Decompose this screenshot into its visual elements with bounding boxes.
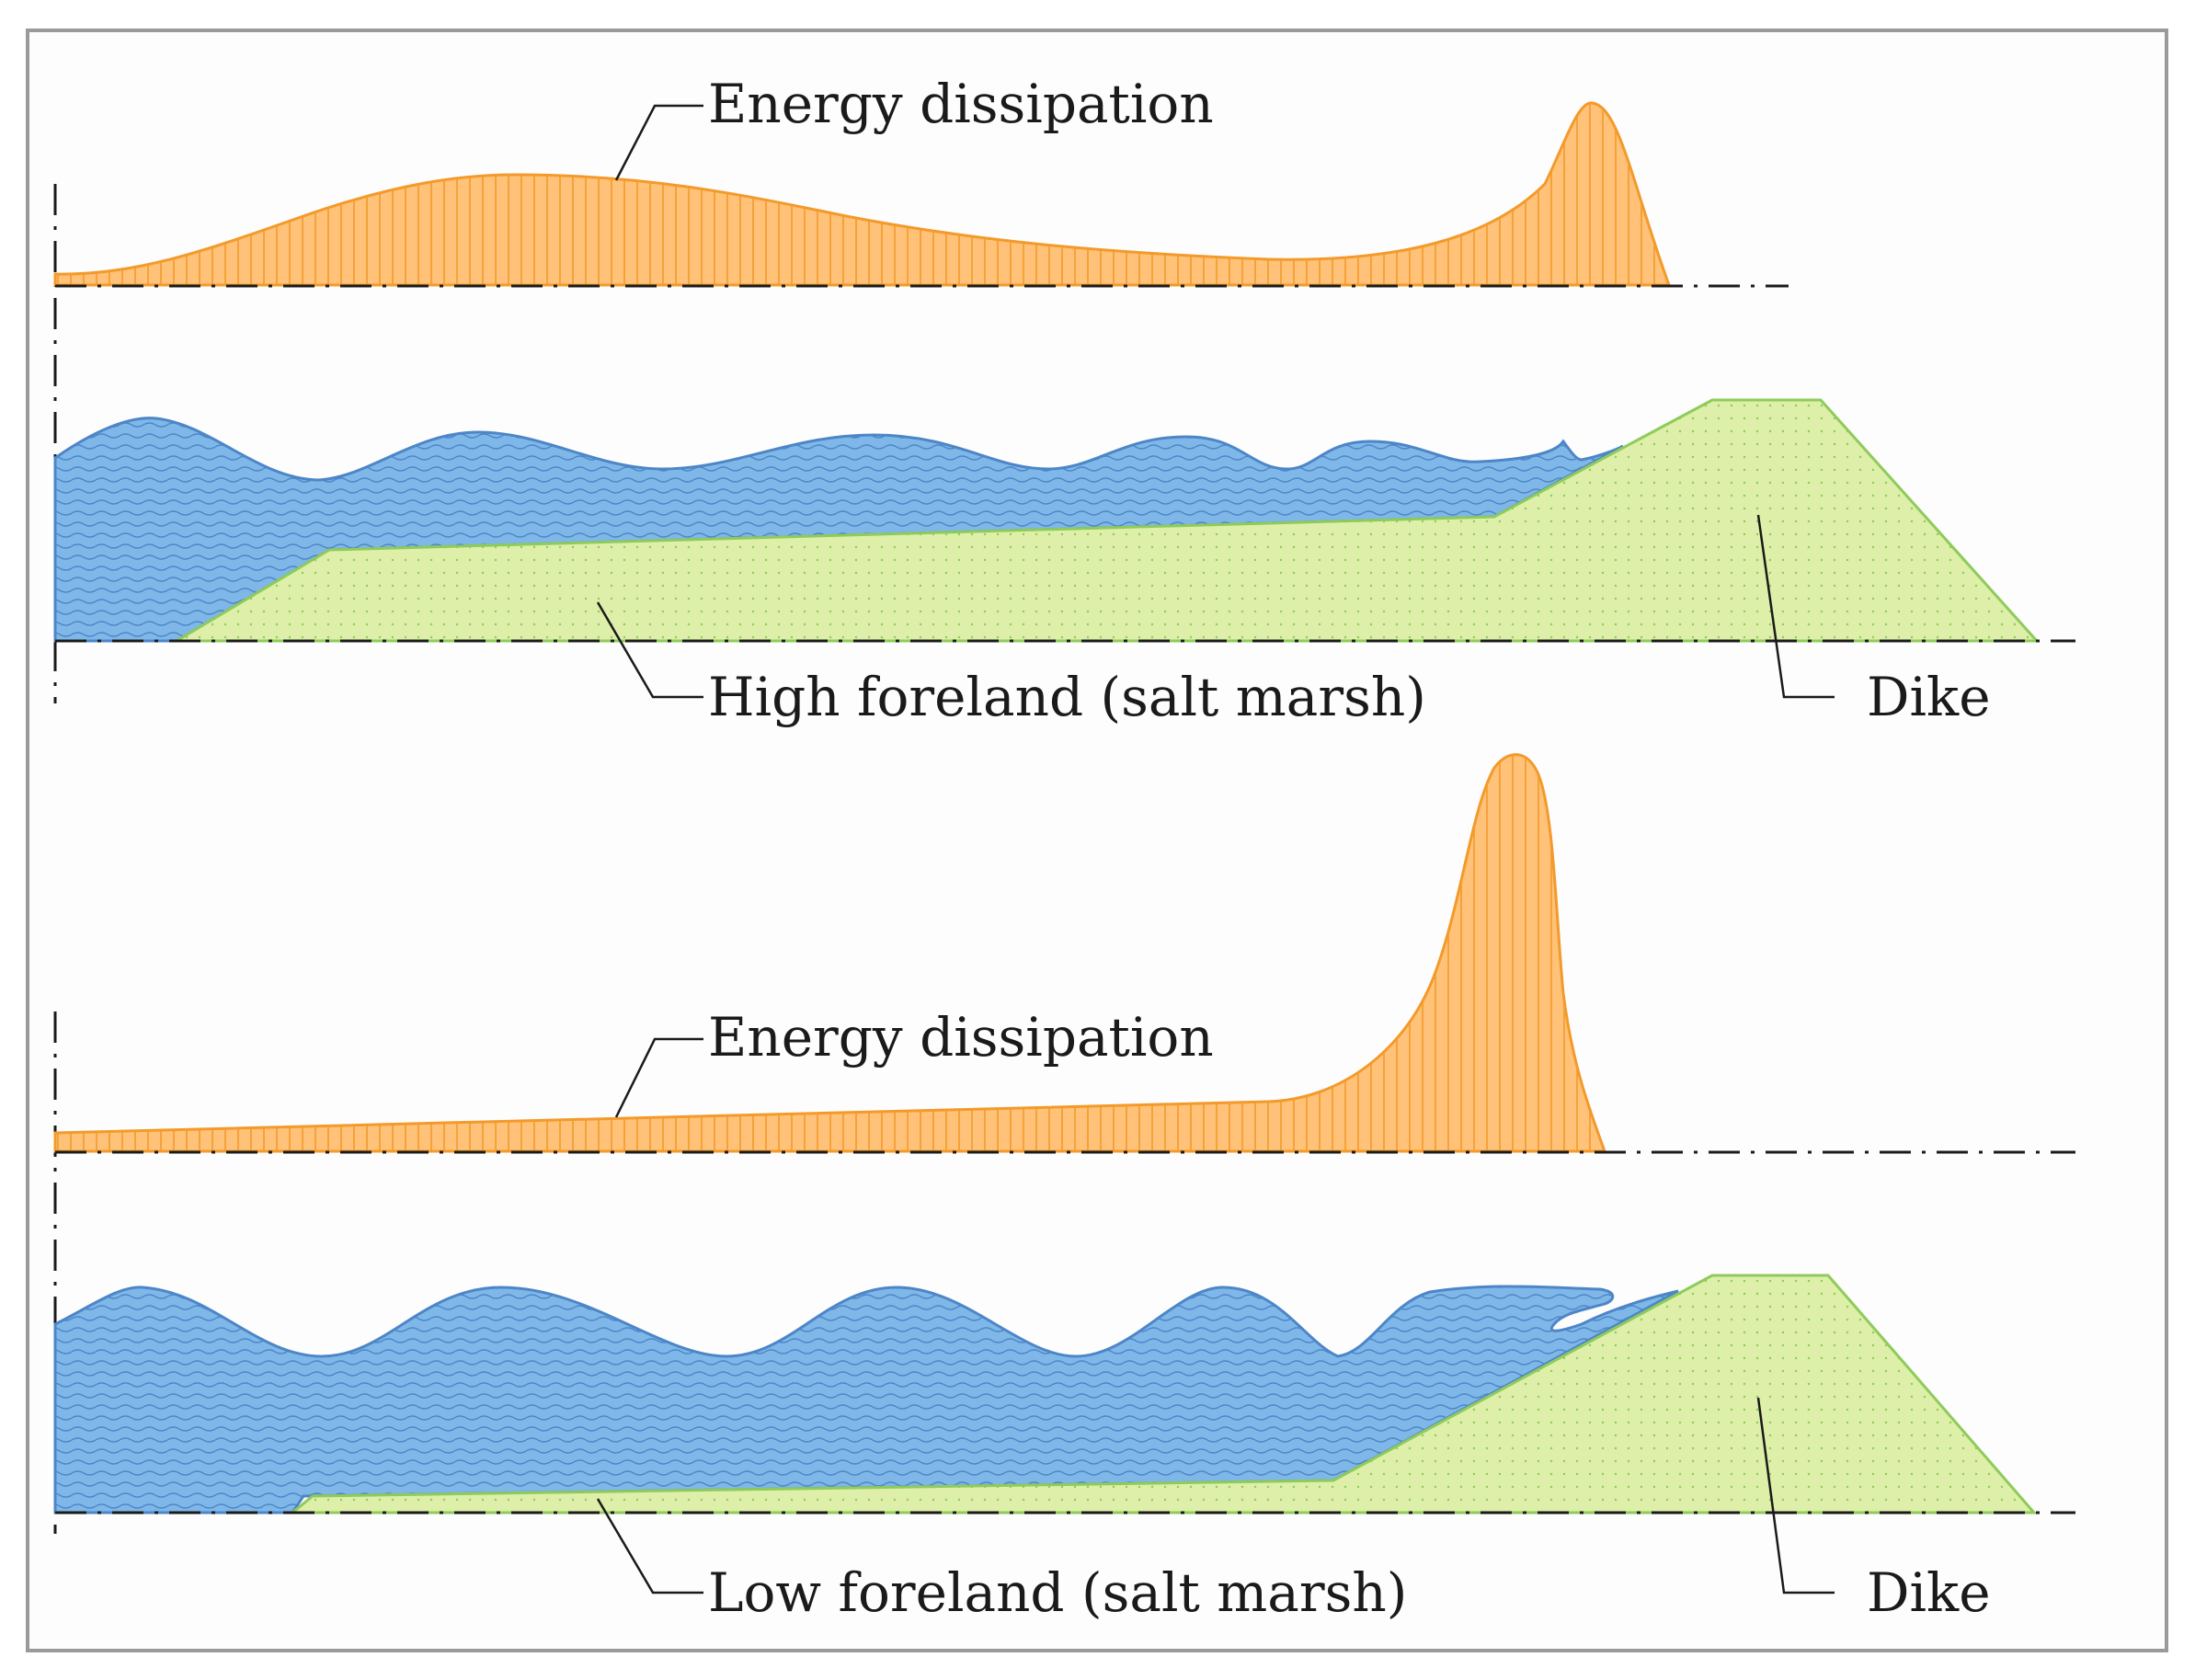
foreland-label-high: High foreland (salt marsh) <box>708 666 1426 728</box>
energy-label-low: Energy dissipation <box>708 1006 1214 1069</box>
energy-curve-high <box>53 101 1672 287</box>
energy-curve-low <box>53 753 1607 1153</box>
dike-label-high: Dike <box>1867 666 1991 728</box>
dike-label-low: Dike <box>1867 1561 1991 1624</box>
foreland-label-low: Low foreland (salt marsh) <box>708 1561 1407 1624</box>
energy-leader-low <box>614 1037 703 1118</box>
water-high <box>53 417 1624 643</box>
panel-high-foreland: Energy dissipation High foreland (salt m… <box>53 73 2075 728</box>
foreland-leader-low <box>596 1498 703 1594</box>
panel-low-foreland: Energy dissipation Low foreland (salt ma… <box>53 753 2075 1624</box>
dike-leader-high <box>1756 514 1835 699</box>
low-foreland-and-dike <box>288 1274 2038 1514</box>
energy-label-high: Energy dissipation <box>708 73 1214 135</box>
dike-leader-low <box>1756 1397 1835 1594</box>
water-low <box>53 1285 1679 1514</box>
energy-leader-high <box>614 104 703 181</box>
foreland-leader-high <box>596 601 703 699</box>
